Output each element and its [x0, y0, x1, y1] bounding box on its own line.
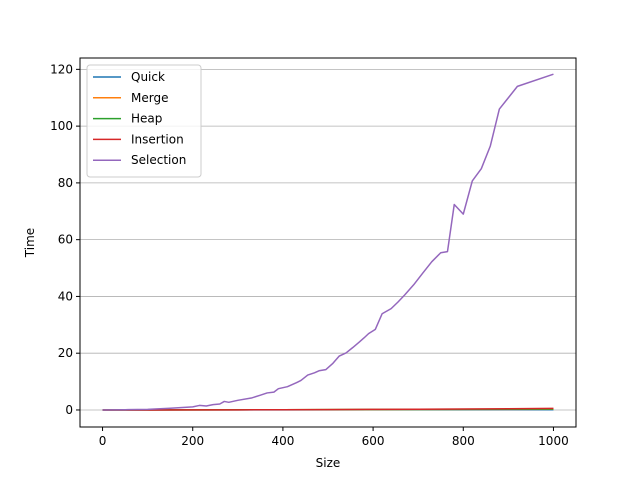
legend-label-heap: Heap: [131, 112, 162, 126]
x-tick-label: 800: [452, 434, 475, 448]
x-axis-ticks: 0 200 400 600 800 1000: [99, 427, 569, 448]
y-tick-label: 20: [58, 346, 73, 360]
y-tick-label: 60: [58, 233, 73, 247]
series-line-insertion: [102, 407, 554, 411]
series-line-selection: [102, 73, 554, 411]
plot-frame: [79, 57, 577, 428]
x-tick-label: 400: [271, 434, 294, 448]
x-axis-label: Size: [316, 456, 341, 470]
y-tick-label: 40: [58, 289, 73, 303]
y-tick-label: 100: [50, 119, 73, 133]
legend-label-quick: Quick: [131, 70, 165, 84]
x-tick-label: 1000: [538, 434, 569, 448]
legend-frame: [86, 64, 202, 178]
y-tick-label: 120: [50, 62, 73, 76]
legend-label-insertion: Insertion: [131, 132, 184, 146]
y-axis-label: Time: [23, 228, 37, 258]
y-axis-ticks: 0 20 40 60 80 100 120: [50, 62, 80, 417]
y-tick-label: 0: [65, 403, 73, 417]
series-lines: [102, 73, 554, 411]
legend-label-selection: Selection: [131, 153, 186, 167]
y-tick-label: 80: [58, 176, 73, 190]
x-tick-label: 600: [362, 434, 385, 448]
x-tick-label: 0: [99, 434, 107, 448]
legend-label-merge: Merge: [131, 91, 168, 105]
x-tick-label: 200: [181, 434, 204, 448]
legend: Quick Merge Heap Insertion Selection: [86, 64, 202, 178]
